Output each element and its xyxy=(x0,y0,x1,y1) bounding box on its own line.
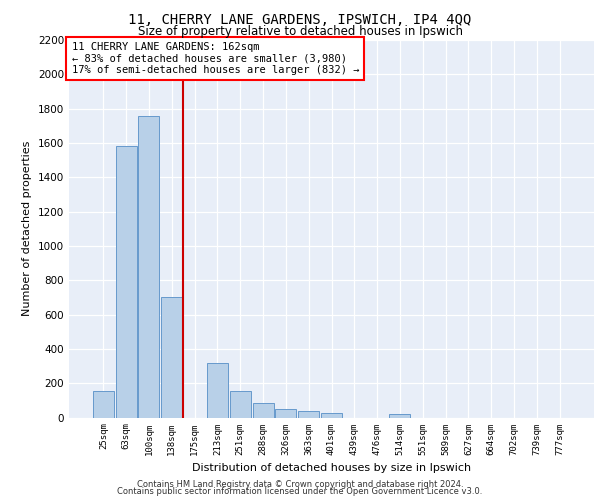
Text: 11 CHERRY LANE GARDENS: 162sqm
← 83% of detached houses are smaller (3,980)
17% : 11 CHERRY LANE GARDENS: 162sqm ← 83% of … xyxy=(71,42,359,75)
Text: Size of property relative to detached houses in Ipswich: Size of property relative to detached ho… xyxy=(137,25,463,38)
Bar xyxy=(253,403,274,417)
Text: Contains HM Land Registry data © Crown copyright and database right 2024.: Contains HM Land Registry data © Crown c… xyxy=(137,480,463,489)
X-axis label: Distribution of detached houses by size in Ipswich: Distribution of detached houses by size … xyxy=(192,463,471,473)
Y-axis label: Number of detached properties: Number of detached properties xyxy=(22,141,32,316)
Bar xyxy=(139,116,160,418)
Bar xyxy=(389,414,410,418)
Bar xyxy=(230,391,251,417)
Bar xyxy=(93,391,114,417)
Bar xyxy=(207,364,228,418)
Bar xyxy=(275,409,296,418)
Bar xyxy=(321,413,342,418)
Text: Contains public sector information licensed under the Open Government Licence v3: Contains public sector information licen… xyxy=(118,488,482,496)
Bar xyxy=(116,146,137,418)
Bar xyxy=(161,298,182,418)
Text: 11, CHERRY LANE GARDENS, IPSWICH, IP4 4QQ: 11, CHERRY LANE GARDENS, IPSWICH, IP4 4Q… xyxy=(128,12,472,26)
Bar xyxy=(298,412,319,418)
